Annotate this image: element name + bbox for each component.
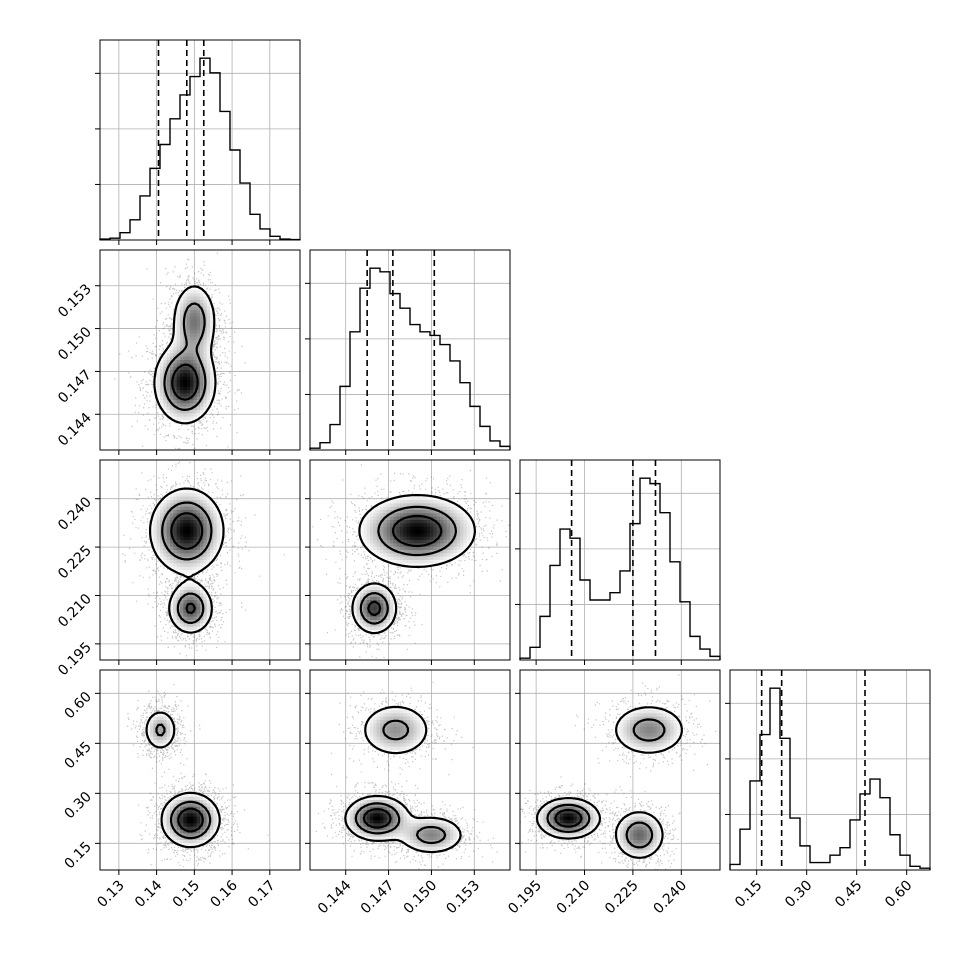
x-tick-label: 0.240: [650, 878, 690, 918]
y-tick-label: 0.144: [55, 410, 95, 450]
y-tick-label: 0.240: [55, 494, 95, 534]
axes-frame: [99, 39, 301, 241]
contour-line: [177, 807, 204, 833]
histogram-steps: [309, 267, 511, 450]
contour-line: [161, 501, 213, 624]
contour-line: [535, 706, 683, 859]
contour-line: [163, 302, 207, 411]
axes-frame: [99, 249, 301, 451]
contour-line: [546, 718, 666, 849]
x-tick-label: 0.150: [401, 878, 441, 918]
contour-line: [359, 505, 457, 625]
y-tick-label: 0.45: [61, 739, 94, 772]
x-tick-label: 0.15: [732, 878, 765, 911]
density-panel-2-0: [99, 459, 301, 661]
axes-frame: [99, 459, 301, 661]
contour-line: [354, 719, 447, 845]
axes-frame: [309, 249, 511, 451]
y-tick-label: 0.225: [55, 543, 95, 583]
histogram-panel-0: [95, 39, 301, 241]
axes-frame: [729, 669, 931, 871]
contour-line: [155, 723, 212, 840]
axes-frame: [99, 669, 301, 871]
contour-line: [344, 705, 462, 854]
axes-frame: [309, 459, 511, 661]
x-tick-label: 0.30: [782, 878, 815, 911]
x-tick-label: 0.17: [245, 878, 278, 911]
sample-points: [520, 674, 717, 870]
contour-line: [145, 711, 221, 849]
density-panel-3-1: [309, 669, 511, 871]
x-tick-label: 0.225: [602, 878, 642, 918]
histogram-steps: [729, 687, 931, 870]
y-tick-label: 0.210: [55, 591, 95, 631]
x-tick-label: 0.147: [358, 878, 398, 918]
axes-frame: [309, 669, 511, 871]
x-tick-label: 0.210: [554, 878, 594, 918]
x-tick-label: 0.15: [170, 878, 203, 911]
histogram-panel-1: [305, 249, 511, 451]
x-tick-label: 0.16: [208, 877, 241, 910]
contour-line: [362, 808, 392, 829]
x-tick-label: 0.153: [443, 878, 483, 918]
density-panel-3-2: [519, 669, 721, 871]
contour-line: [149, 487, 225, 634]
y-tick-label: 0.30: [61, 789, 94, 822]
axes-frame: [519, 669, 721, 871]
y-tick-label: 0.15: [61, 839, 94, 872]
contour-line: [367, 514, 443, 617]
histogram-steps: [99, 57, 301, 241]
x-tick-label: 0.45: [832, 878, 865, 911]
x-tick-label: 0.144: [315, 877, 355, 917]
y-tick-label: 0.150: [55, 324, 95, 364]
density-panel-2-1: [309, 459, 511, 661]
y-tick-label: 0.60: [61, 689, 94, 722]
x-tick-label: 0.195: [505, 878, 545, 918]
contour-line: [351, 494, 476, 635]
axes-frame: [519, 459, 721, 661]
density-panel-3-0: [99, 669, 301, 871]
histogram-panel-2: [515, 459, 721, 661]
contour-line: [554, 808, 583, 828]
histogram-panel-3: [725, 669, 931, 871]
y-tick-label: 0.195: [55, 639, 95, 679]
y-tick-label: 0.147: [55, 367, 95, 407]
contour-line: [171, 363, 199, 401]
contour-line: [170, 512, 204, 614]
contour-line: [153, 285, 217, 425]
y-tick-label: 0.153: [55, 281, 95, 321]
histogram-steps: [519, 477, 721, 660]
x-tick-label: 0.13: [94, 878, 127, 911]
x-tick-label: 0.60: [882, 878, 915, 911]
density-panel-1-0: [99, 249, 301, 451]
x-tick-label: 0.14: [132, 877, 165, 910]
